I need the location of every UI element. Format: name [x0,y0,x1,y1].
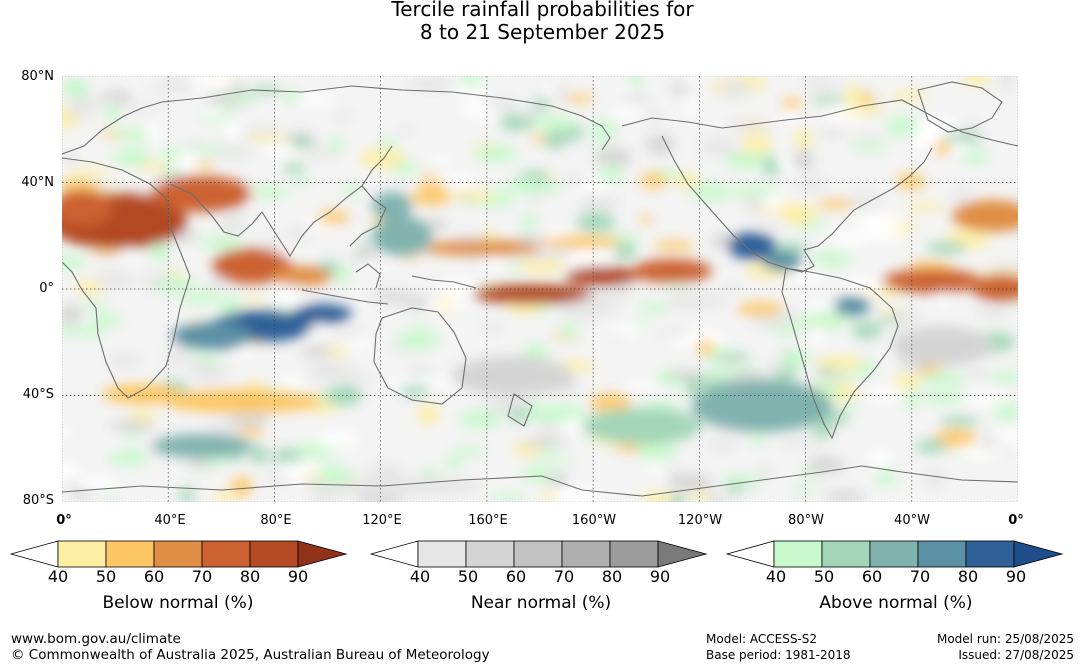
tick: 60 [861,567,883,586]
lon-label-120w: 120°W [677,513,723,528]
lon-label-0-east: 0° [1008,513,1024,528]
colorbar-segment [965,540,1015,568]
above-normal-colorbar [726,540,1064,568]
near-normal-colorbar [370,540,708,568]
tick: 50 [813,567,835,586]
colorbar-segment [869,540,919,568]
tick: 70 [909,567,931,586]
model-run-date: Model run: 25/08/2025 [936,632,1074,646]
rainfall-probability-map [62,76,1018,502]
lon-label-40w: 40°W [894,513,930,528]
tick: 50 [457,567,479,586]
colorbar-upper-extend [657,540,708,568]
tick: 80 [957,567,979,586]
model-name: Model: ACCESS-S2 [706,632,818,646]
tick: 70 [553,567,575,586]
map-title-line2: 8 to 21 September 2025 [419,20,666,44]
tick: 60 [505,567,527,586]
lat-label-40n: 40°N [21,175,54,190]
lon-label-0-west: 0° [56,513,72,528]
lon-label-160w: 160°W [571,513,617,528]
tick: 40 [409,567,431,586]
colorbar-segment [561,540,611,568]
colorbar-segment [773,540,823,568]
tick: 40 [47,567,69,586]
below-normal-title: Below normal (%) [102,593,254,613]
tick: 80 [601,567,623,586]
colorbar-lower-extend [10,540,59,568]
colorbar-segment [57,540,107,568]
tick: 60 [143,567,165,586]
issued-date: Issued: 27/08/2025 [958,648,1074,662]
lat-label-40s: 40°S [22,387,54,402]
tick: 80 [239,567,261,586]
colorbar-segment [917,540,967,568]
tick: 50 [95,567,117,586]
base-period: Base period: 1981-2018 [706,648,851,662]
below-normal-colorbar [10,540,348,568]
lat-label-80n: 80°N [21,69,54,84]
lon-label-160e: 160°E [468,513,508,528]
colorbar-segment [417,540,467,568]
colorbar-upper-extend [297,540,348,568]
colorbar-segment [821,540,871,568]
map-title-line1: Tercile rainfall probabilities for [391,0,694,21]
copyright-text: © Commonwealth of Australia 2025, Austra… [11,647,490,663]
colorbar-segment [465,540,515,568]
tick: 90 [287,567,309,586]
lon-label-80e: 80°E [260,513,292,528]
tick: 90 [1005,567,1027,586]
colorbar-segment [249,540,299,568]
colorbar-segment [513,540,563,568]
tick: 90 [649,567,671,586]
colorbar-segment [201,540,251,568]
lat-label-0: 0° [39,281,54,296]
colorbar-lower-extend [370,540,419,568]
coastlines [62,81,1018,497]
lon-label-120e: 120°E [362,513,402,528]
near-normal-title: Near normal (%) [470,593,612,613]
tick: 40 [765,567,787,586]
graticule [62,76,1018,502]
colorbar-segment [609,540,659,568]
lon-label-40e: 40°E [154,513,186,528]
lon-label-80w: 80°W [788,513,824,528]
colorbar-lower-extend [726,540,775,568]
colorbar-segment [153,540,203,568]
above-normal-title: Above normal (%) [819,593,973,613]
tick: 70 [191,567,213,586]
colorbar-upper-extend [1013,540,1064,568]
lat-label-80s: 80°S [22,493,54,508]
source-url: www.bom.gov.au/climate [11,631,181,647]
colorbar-segment [105,540,155,568]
